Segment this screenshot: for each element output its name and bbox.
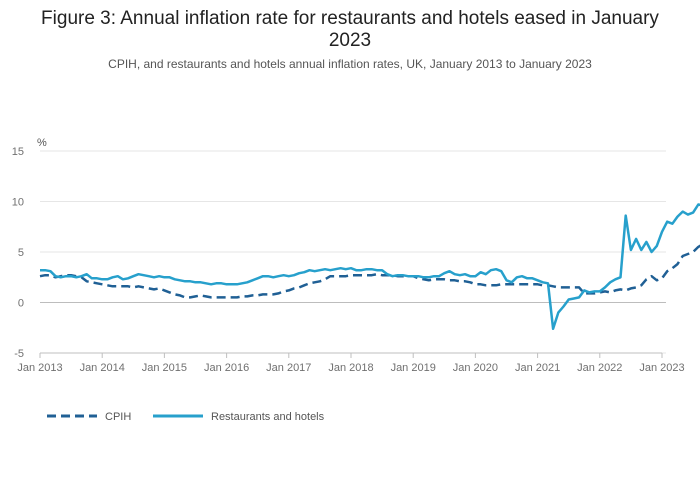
gridlines [40,150,666,354]
cpih-series-line [39,244,700,299]
x-tick-label: Jan 2019 [391,362,436,374]
x-tick-label: Jan 2015 [142,362,187,374]
y-axis-ticks: -5 0 5 10 15 [12,146,24,360]
x-tick-label: Jan 2016 [204,362,249,374]
x-tick-label: Jan 2014 [80,362,125,374]
x-tick-label: Jan 2022 [577,362,622,374]
y-axis-label: % [37,137,47,149]
y-tick-label: 0 [18,298,24,310]
y-tick-label: 10 [12,197,24,209]
legend-cpih-label: CPIH [105,411,131,423]
x-tick-label: Jan 2018 [328,362,373,374]
legend-restaurants-label: Restaurants and hotels [211,411,325,423]
chart-title: Figure 3: Annual inflation rate for rest… [41,8,659,51]
x-axis-ticks: Jan 2013 Jan 2014 Jan 2015 Jan 2016 Jan 2017… [17,352,685,374]
y-tick-label: 5 [18,247,24,259]
y-tick-label: 15 [12,146,24,158]
x-tick-label: Jan 2023 [639,362,684,374]
legend: CPIH Restaurants and hotels [47,411,325,423]
restaurants-series-line [40,203,700,331]
y-tick-label: -5 [14,348,24,360]
x-tick-label: Jan 2021 [515,362,560,374]
x-tick-label: Jan 2020 [453,362,498,374]
series-lines [39,203,700,331]
x-tick-label: Jan 2013 [17,362,62,374]
x-tick-label: Jan 2017 [266,362,311,374]
chart-subtitle: CPIH, and restaurants and hotels annual … [108,57,592,71]
